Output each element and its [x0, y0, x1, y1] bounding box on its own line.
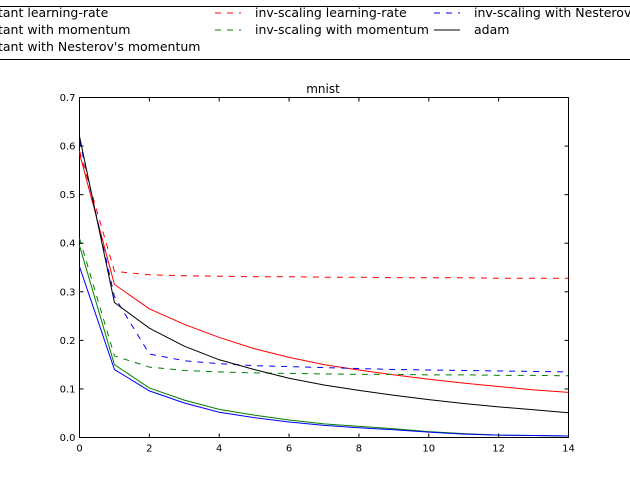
- legend-label: inv-scaling with Nesterov's m: [474, 5, 630, 20]
- y-tick-label: 0.2: [60, 336, 76, 347]
- series-line-7: [79, 136, 569, 414]
- y-tick-label: 0.3: [60, 287, 76, 298]
- legend-label: tant with momentum: [0, 22, 130, 37]
- y-tick-label: 0.4: [60, 239, 76, 250]
- y-tick-label: 0.1: [60, 384, 76, 395]
- x-tick-label: 14: [562, 444, 575, 455]
- y-tick-label: 0.7: [60, 93, 76, 104]
- legend-label: adam: [474, 22, 509, 37]
- legend-label: inv-scaling learning-rate: [255, 5, 407, 20]
- series-line-3: [79, 266, 569, 437]
- x-tick-label: 12: [492, 444, 505, 455]
- x-tick-label: 6: [286, 444, 292, 455]
- legend: tant learning-rate tant with momentum tant…: [0, 5, 630, 60]
- plot-area: 0 2 4 6 8 10 12 14 0.0 0.1 0.2 0.3 0.4 0.5 0.6 0.7: [60, 93, 575, 455]
- y-tick-label: 0.5: [60, 190, 76, 201]
- series-line-1: [79, 153, 569, 393]
- legend-label: tant with Nesterov's momentum: [0, 39, 200, 54]
- y-tick-label: 0.6: [60, 142, 76, 153]
- x-tick-label: 10: [422, 444, 435, 455]
- y-tick-label: 0.0: [60, 433, 76, 444]
- series-line-6: [79, 140, 569, 373]
- x-tick-label: 4: [216, 444, 222, 455]
- tick-layer: 0 2 4 6 8 10 12 14 0.0 0.1 0.2 0.3 0.4 0.5 0.6 0.7: [60, 93, 575, 455]
- chart-title: mnist: [306, 82, 340, 96]
- legend-label: inv-scaling with momentum: [255, 22, 429, 37]
- x-tick-label: 0: [76, 444, 82, 455]
- series-line-5: [79, 238, 569, 377]
- plot-frame: [79, 97, 569, 438]
- series-layer: [79, 136, 569, 437]
- x-tick-label: 8: [356, 444, 362, 455]
- series-line-4: [79, 150, 569, 279]
- legend-label: tant learning-rate: [0, 5, 109, 20]
- x-tick-label: 2: [146, 444, 152, 455]
